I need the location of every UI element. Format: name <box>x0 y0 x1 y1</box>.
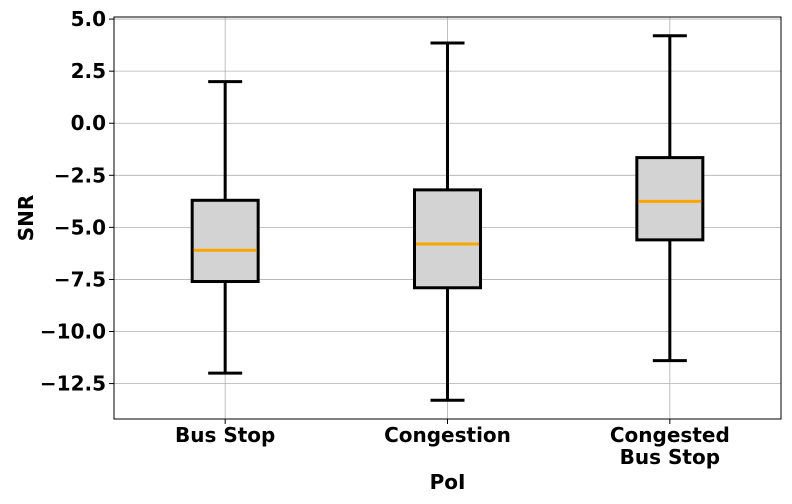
y-tick-label: 5.0 <box>71 7 106 31</box>
iqr-box <box>190 198 260 284</box>
y-axis-label: SNR <box>14 195 38 242</box>
x-axis-label: PoI <box>430 470 466 494</box>
y-tick-label: −2.5 <box>54 163 106 187</box>
y-tick-label: −5.0 <box>54 215 106 239</box>
y-tick-label: 0.0 <box>71 111 106 135</box>
y-tick-label: 2.5 <box>71 59 106 83</box>
y-tick-label: −12.5 <box>40 372 106 396</box>
x-tick-label: Congested <box>610 423 730 447</box>
box-group <box>413 41 482 402</box>
y-tick-label: −7.5 <box>54 267 106 291</box>
x-tick-label: Congestion <box>384 423 511 447</box>
x-tick-label: Bus Stop <box>620 445 720 469</box>
iqr-box <box>635 156 705 242</box>
box-group <box>190 80 260 375</box>
box-layer <box>190 34 705 402</box>
y-tick-label: −10.0 <box>40 320 106 344</box>
x-tick-label: Bus Stop <box>175 423 275 447</box>
box-group <box>635 34 705 363</box>
iqr-box <box>413 188 482 290</box>
